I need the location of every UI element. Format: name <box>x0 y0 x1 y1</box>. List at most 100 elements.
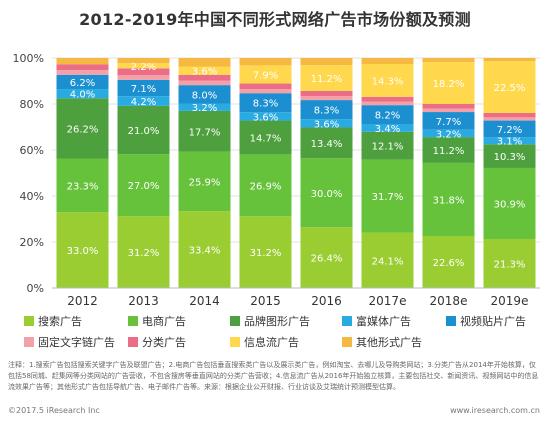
bar-segment <box>239 154 292 217</box>
bar-segment <box>300 119 353 128</box>
data-label: 8.0% <box>192 90 217 101</box>
bar-segment <box>178 110 231 152</box>
bar-segment <box>178 151 231 212</box>
bar-segment <box>56 74 109 90</box>
bar-segment <box>422 104 475 109</box>
bar-segment <box>239 65 292 84</box>
x-tick-label: 2017e <box>369 294 407 308</box>
data-label: 22.5% <box>494 83 526 94</box>
data-label: 26.4% <box>311 254 343 265</box>
legend-swatch <box>342 316 352 326</box>
data-label: 7.2% <box>497 125 522 136</box>
bar-segment <box>483 120 536 138</box>
data-label: 26.2% <box>67 124 99 135</box>
bar-segment <box>361 159 414 233</box>
bar-segment <box>483 112 536 118</box>
data-label: 21.0% <box>128 126 160 137</box>
data-label: 33.0% <box>67 246 99 257</box>
bar-segment <box>178 85 231 104</box>
data-label: 4.2% <box>131 97 156 108</box>
x-tick-label: 2012 <box>67 294 98 308</box>
data-label: 14.3% <box>372 76 404 87</box>
data-label: 31.8% <box>433 195 465 206</box>
bar-segment <box>361 63 414 97</box>
bar-segment <box>361 105 414 125</box>
data-label: 26.9% <box>250 181 282 192</box>
y-tick-label: 40% <box>20 190 44 203</box>
data-label: 17.7% <box>189 127 221 138</box>
bar-segment <box>239 216 292 288</box>
bar-segment <box>361 96 414 102</box>
bar-segment <box>117 154 170 217</box>
legend-swatch <box>128 316 138 326</box>
data-label: 30.9% <box>494 199 526 210</box>
legend-label: 品牌图形广告 <box>244 314 310 328</box>
bar-segment <box>300 58 353 66</box>
bar-segment <box>422 236 475 288</box>
bar-segment <box>422 58 475 63</box>
legend-swatch <box>24 316 34 326</box>
legend-label: 固定文字链广告 <box>38 335 115 349</box>
data-label: 25.9% <box>189 177 221 188</box>
data-label: 7.7% <box>436 117 461 128</box>
bar-segment <box>117 105 170 155</box>
data-label: 31.7% <box>372 192 404 203</box>
bar-segment <box>117 63 170 69</box>
data-label: 8.3% <box>314 106 339 117</box>
bar-segment <box>483 239 536 288</box>
bar-segment <box>117 58 170 64</box>
bar-segment <box>117 216 170 288</box>
data-label: 21.3% <box>494 260 526 271</box>
bar-segment <box>422 108 475 113</box>
data-label: 14.7% <box>250 133 282 144</box>
bar-segment <box>117 96 170 106</box>
legend-label: 信息流广告 <box>244 335 299 349</box>
x-tick-label: 2013 <box>128 294 159 308</box>
bar-segment <box>361 58 414 64</box>
data-label: 11.2% <box>311 74 343 85</box>
bar-segment <box>117 75 170 80</box>
legend-swatch <box>24 337 34 347</box>
bar-segment <box>56 98 109 159</box>
x-tick-label: 2018e <box>430 294 468 308</box>
bar-segment <box>56 58 109 65</box>
bar-segment <box>56 89 109 99</box>
bar-segment <box>361 101 414 106</box>
data-label: 30.0% <box>311 189 343 200</box>
legend-swatch <box>230 337 240 347</box>
bar-segment <box>483 117 536 121</box>
bar-segment <box>483 167 536 240</box>
legend-label: 分类广告 <box>142 335 186 349</box>
y-tick-label: 0% <box>27 282 44 295</box>
data-label: 3.4% <box>375 124 400 135</box>
x-tick-label: 2014 <box>189 294 220 308</box>
data-label: 18.2% <box>433 79 465 90</box>
data-label: 3.6% <box>253 112 278 123</box>
legend-swatch <box>446 316 456 326</box>
chart-title: 2012-2019年中国不同形式网络广告市场份额及预测 <box>79 10 471 29</box>
bar-segment <box>56 158 109 213</box>
data-label: 2.2% <box>131 62 156 73</box>
website-url: www.iresearch.com.cn <box>450 406 540 415</box>
legend-swatch <box>342 337 352 347</box>
data-label: 6.2% <box>70 78 95 89</box>
bar-segment <box>422 129 475 138</box>
legend-swatch <box>128 337 138 347</box>
bar-segment <box>239 93 292 113</box>
data-label: 24.1% <box>372 256 404 267</box>
legend-swatch <box>230 316 240 326</box>
bar-segment <box>239 89 292 94</box>
bar-segment <box>361 124 414 132</box>
bar-segment <box>300 227 353 288</box>
bar-segment <box>422 137 475 163</box>
y-tick-label: 60% <box>20 144 44 157</box>
x-tick-label: 2016 <box>311 294 342 308</box>
y-tick-label: 100% <box>13 52 44 65</box>
bar-segment <box>483 61 536 113</box>
bar-segment <box>56 64 109 71</box>
data-label: 31.2% <box>250 248 282 259</box>
footnote: 注释：1.搜索广告包括搜索关键字广告及联盟广告；2.电商广告包括垂直搜索类广告以… <box>8 361 539 391</box>
bar-segment <box>300 65 353 91</box>
bar-segment <box>239 83 292 90</box>
data-label: 13.4% <box>311 139 343 150</box>
